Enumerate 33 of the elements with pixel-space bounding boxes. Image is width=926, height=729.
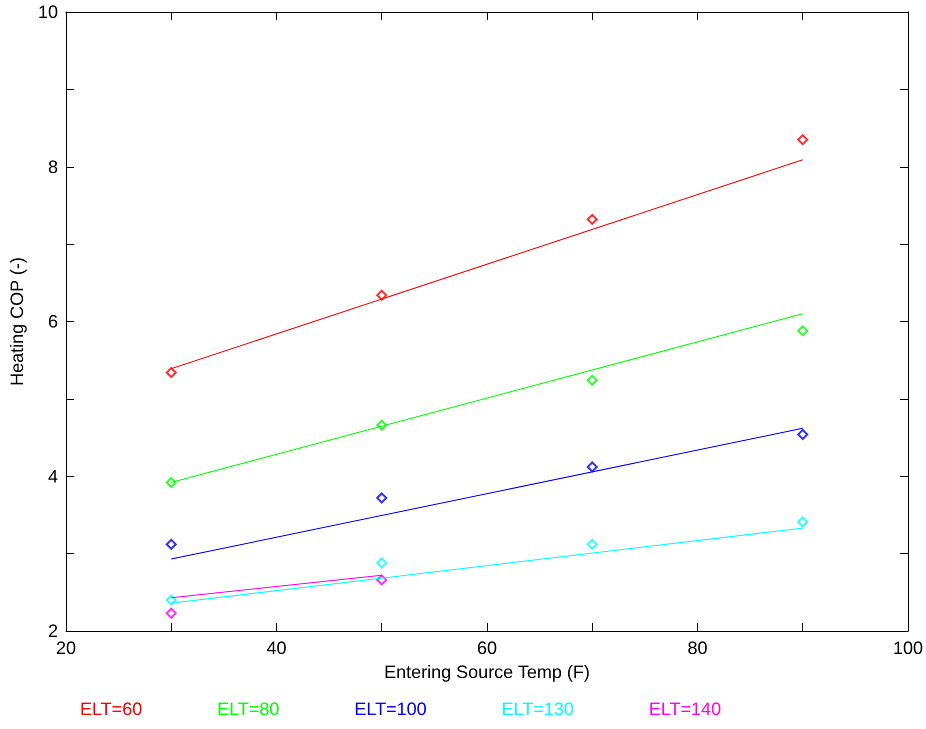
point xyxy=(586,538,598,550)
point xyxy=(797,325,808,336)
point xyxy=(797,428,808,440)
point xyxy=(376,290,388,301)
point xyxy=(586,214,598,225)
text: ELT=130 xyxy=(502,699,574,719)
x-tick-label: 20 xyxy=(56,638,76,658)
y-tick-label: 4 xyxy=(48,466,58,486)
point xyxy=(797,516,808,528)
point xyxy=(797,134,808,146)
x-axis-title: Entering Source Temp (F) xyxy=(384,662,590,682)
y-tick-label: 2 xyxy=(48,621,58,641)
y-tick-label: 6 xyxy=(48,312,58,332)
x-tick-label: 80 xyxy=(687,638,708,658)
x-tick-label: 100 xyxy=(892,638,924,658)
y-tick-label: 8 xyxy=(48,156,58,177)
x-tick-label: 40 xyxy=(266,638,287,658)
text: ELT=60 xyxy=(80,699,142,719)
point xyxy=(586,374,598,386)
y-axis-title: Heating COP (-) xyxy=(7,257,27,386)
text: ELT=100 xyxy=(354,699,427,719)
point xyxy=(166,608,177,619)
text: ELT=80 xyxy=(217,699,280,719)
point xyxy=(166,594,177,606)
point xyxy=(586,461,598,472)
point xyxy=(376,557,388,568)
point xyxy=(166,476,177,488)
point xyxy=(166,367,177,378)
text: ELT=140 xyxy=(648,699,722,719)
point xyxy=(166,538,177,550)
y-tick-label: 10 xyxy=(38,2,58,22)
x-tick-label: 60 xyxy=(476,638,498,658)
point xyxy=(376,492,388,504)
